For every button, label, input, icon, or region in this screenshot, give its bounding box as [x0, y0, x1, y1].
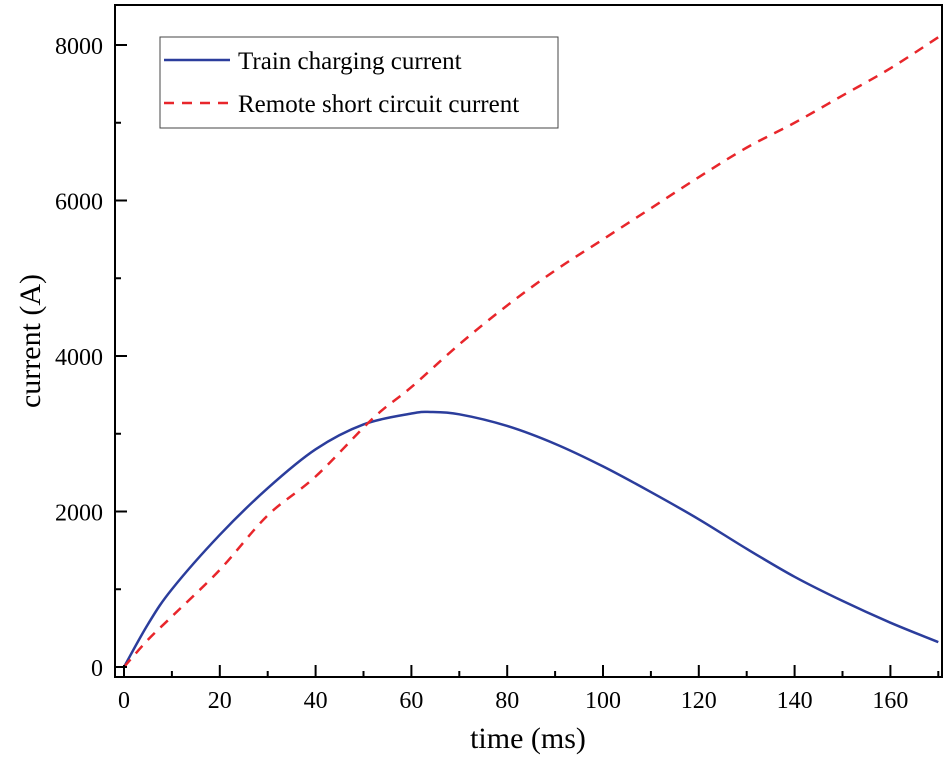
- series-layer: [122, 36, 939, 668]
- x-axis-label: time (ms): [470, 722, 586, 755]
- y-tick-label: 4000: [55, 345, 103, 371]
- x-tick-label: 160: [872, 688, 908, 714]
- y-tick-label: 8000: [55, 34, 103, 60]
- series-line-train-charging: [122, 410, 939, 668]
- x-tick-label: 40: [304, 688, 328, 714]
- x-tick-label: 60: [399, 688, 423, 714]
- ticks-layer: 0 20 40 60 80 100 120 140 160 0 2000 4000 6000 8000: [55, 34, 940, 714]
- legend-box: [159, 36, 559, 129]
- legend: Train charging current Remote short circ…: [159, 36, 559, 129]
- x-tick-label: 80: [495, 688, 519, 714]
- x-tick-label: 20: [208, 688, 232, 714]
- y-tick-label: 6000: [55, 190, 103, 216]
- y-axis-label: current (A): [14, 274, 47, 408]
- legend-label-train: Train charging current: [238, 48, 462, 75]
- x-tick-label: 140: [777, 688, 813, 714]
- y-tick-label: 2000: [55, 501, 103, 527]
- y-tick-label: 0: [91, 656, 103, 682]
- series-line-remote-short-circuit: [123, 36, 939, 668]
- x-tick-label: 100: [585, 688, 621, 714]
- legend-label-remote: Remote short circuit current: [238, 91, 519, 118]
- x-tick-label: 0: [118, 688, 130, 714]
- x-tick-label: 120: [681, 688, 717, 714]
- plot-frame: [114, 4, 943, 678]
